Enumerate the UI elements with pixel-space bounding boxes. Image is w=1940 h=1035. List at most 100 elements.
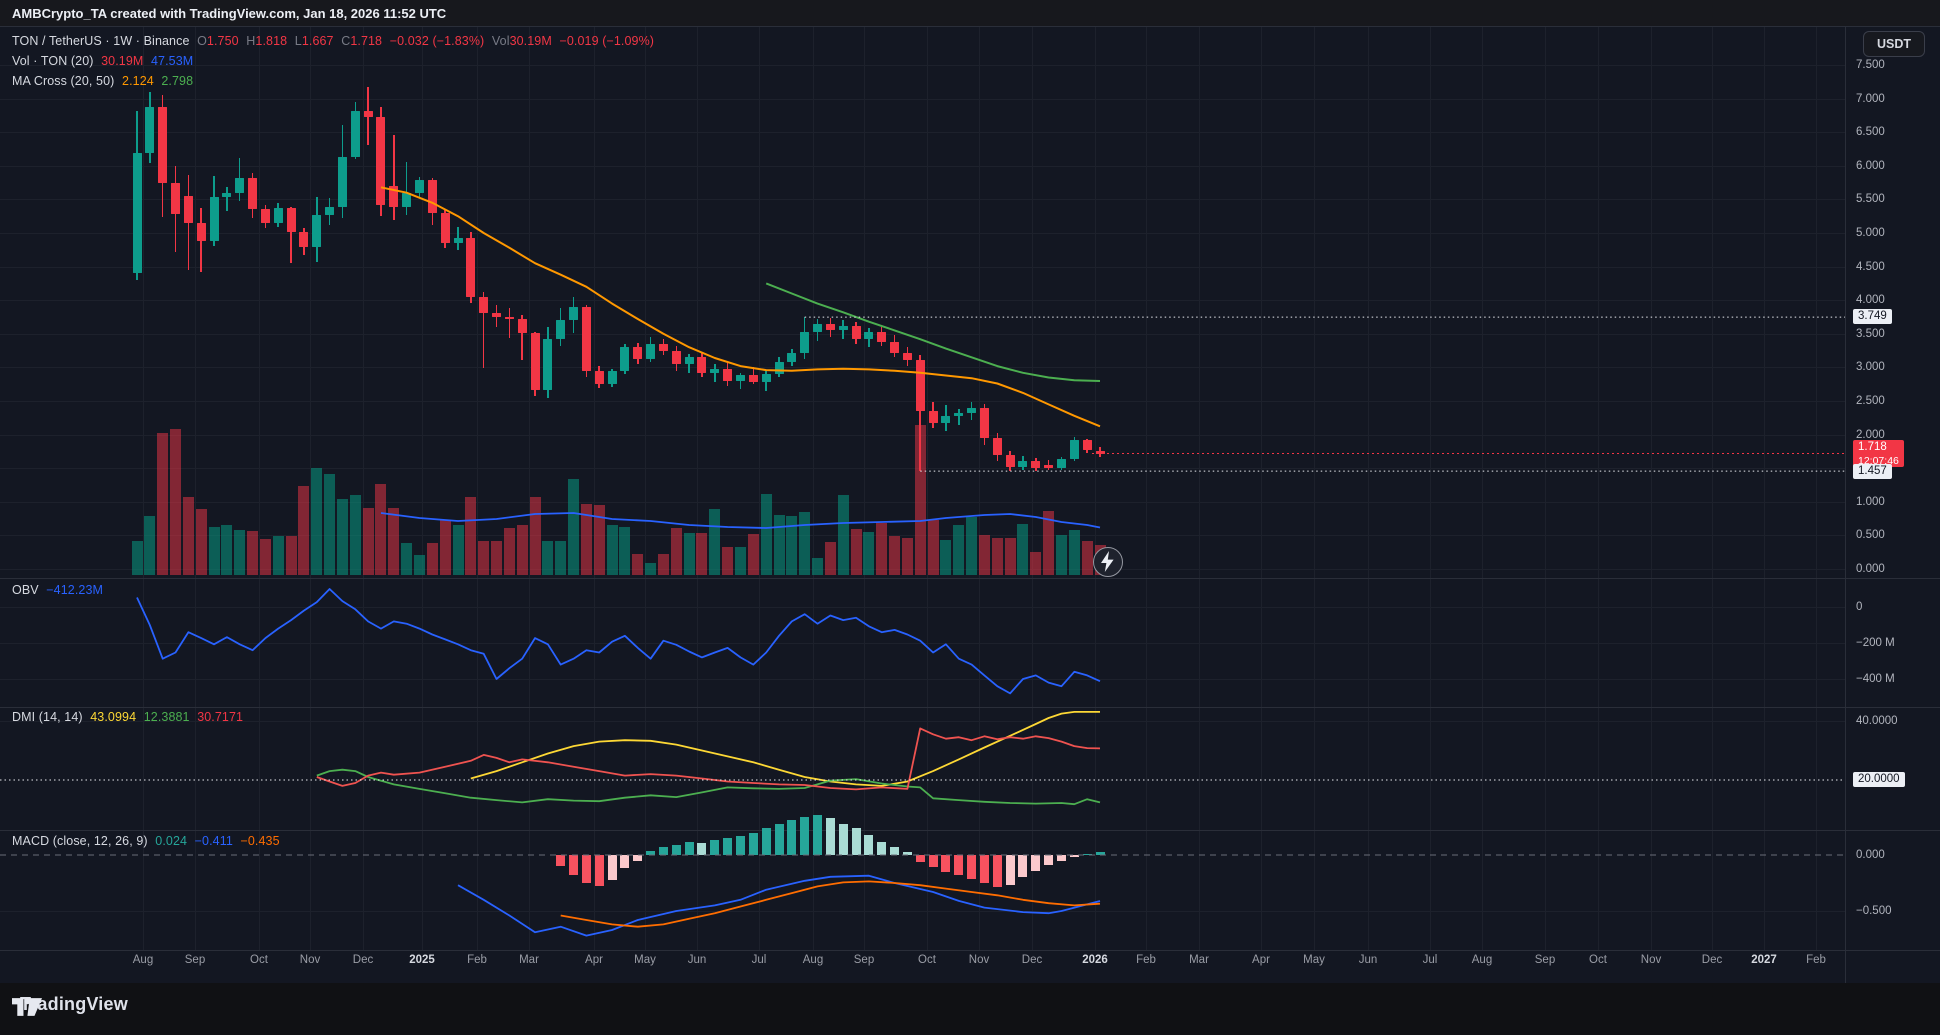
attribution-bar: AMBCrypto_TA created with TradingView.co… bbox=[0, 0, 1940, 27]
macd-histogram-bar bbox=[1031, 855, 1041, 871]
volume-bar bbox=[657, 554, 669, 575]
ma-cross-title[interactable]: MA Cross (20, 50) bbox=[12, 74, 115, 88]
volume-bar bbox=[170, 429, 182, 575]
volume-bar bbox=[452, 525, 464, 575]
currency-toggle-button[interactable]: USDT bbox=[1863, 31, 1925, 57]
candle-body bbox=[1069, 439, 1079, 460]
price-tick: 7.000 bbox=[1856, 92, 1885, 105]
price-axis[interactable]: USDT 7.500 7.000 6.500 6.000 5.500 5.000 4.500… bbox=[1845, 27, 1940, 983]
time-axis-month-label[interactable]: Jul bbox=[751, 954, 767, 966]
time-axis-year-label[interactable]: 2025 bbox=[409, 954, 435, 966]
volume-bar bbox=[491, 541, 503, 575]
obv-legend[interactable]: OBV −412.23M bbox=[12, 583, 107, 597]
time-axis-month-label[interactable]: Mar bbox=[519, 954, 539, 966]
time-axis-month-label[interactable]: Dec bbox=[352, 954, 374, 966]
time-axis-month-label[interactable]: Apr bbox=[585, 954, 603, 966]
chart-area[interactable]: TON / TetherUS · 1W · Binance O1.750 H1.… bbox=[0, 27, 1940, 983]
volume-bar bbox=[1068, 530, 1080, 575]
macd-histogram-bar bbox=[838, 823, 848, 855]
volume-bar bbox=[799, 512, 811, 575]
time-axis-month-label[interactable]: Jun bbox=[1358, 954, 1378, 966]
volume-bar bbox=[863, 532, 875, 575]
obv-title[interactable]: OBV bbox=[12, 583, 39, 597]
volume-bar bbox=[555, 541, 567, 575]
macd-histogram-bar bbox=[941, 855, 951, 872]
time-axis-month-label[interactable]: Aug bbox=[132, 954, 154, 966]
macd-histogram-bar bbox=[748, 832, 758, 855]
volume-bar bbox=[413, 555, 425, 575]
macd-tick: 0.000 bbox=[1856, 849, 1885, 861]
price-tick: 5.500 bbox=[1856, 193, 1885, 206]
time-axis-month-label[interactable]: Sep bbox=[184, 954, 206, 966]
time-axis-month-label[interactable]: Oct bbox=[1589, 954, 1607, 966]
symbol-title[interactable]: TON / TetherUS · 1W · Binance bbox=[12, 34, 190, 48]
time-axis-month-label[interactable]: Sep bbox=[853, 954, 875, 966]
volume-bar bbox=[978, 535, 990, 575]
time-axis-month-label[interactable]: Jun bbox=[687, 954, 707, 966]
volume-indicator-legend[interactable]: Vol · TON (20) 30.19M 47.53M bbox=[12, 54, 197, 68]
time-axis-month-label[interactable]: Aug bbox=[1471, 954, 1493, 966]
tradingview-logo[interactable]: TradingView bbox=[12, 994, 128, 1016]
time-axis-year-label[interactable]: 2027 bbox=[1751, 954, 1777, 966]
candle-body bbox=[1018, 461, 1028, 467]
time-axis-month-label[interactable]: Nov bbox=[299, 954, 321, 966]
volume-bar bbox=[465, 497, 477, 575]
volume-bar bbox=[478, 541, 490, 575]
volume-bar bbox=[503, 528, 515, 575]
time-axis-month-label[interactable]: May bbox=[1303, 954, 1325, 966]
time-axis-month-label[interactable]: May bbox=[634, 954, 656, 966]
time-axis-month-label[interactable]: Nov bbox=[968, 954, 990, 966]
ma-cross-legend[interactable]: MA Cross (20, 50) 2.124 2.798 bbox=[12, 74, 197, 88]
macd-histogram-bar bbox=[671, 844, 681, 855]
time-axis-month-label[interactable]: Nov bbox=[1640, 954, 1662, 966]
time-axis-year-label[interactable]: 2026 bbox=[1082, 954, 1108, 966]
candle-body bbox=[145, 106, 155, 154]
volume-bar bbox=[889, 536, 901, 575]
time-axis-month-label[interactable]: Jul bbox=[1422, 954, 1438, 966]
volume-bar bbox=[966, 517, 978, 575]
time-axis-month-label[interactable]: Oct bbox=[250, 954, 268, 966]
time-axis-month-label[interactable]: Dec bbox=[1021, 954, 1043, 966]
macd-histogram-bar bbox=[954, 855, 964, 876]
volume-bar bbox=[670, 528, 682, 575]
candle-body bbox=[235, 177, 245, 193]
macd-title[interactable]: MACD (close, 12, 26, 9) bbox=[12, 834, 148, 848]
adx-value: 43.0994 bbox=[90, 710, 137, 724]
volume-indicator-title[interactable]: Vol · TON (20) bbox=[12, 54, 94, 68]
dmi-legend[interactable]: DMI (14, 14) 43.0994 12.3881 30.7171 bbox=[12, 710, 247, 724]
tradingview-wordmark: TradingView bbox=[20, 994, 128, 1014]
attribution-text: AMBCrypto_TA created with TradingView.co… bbox=[12, 6, 447, 21]
quick-action-badge[interactable] bbox=[1093, 547, 1123, 577]
volume-bar bbox=[157, 433, 169, 575]
main-legend[interactable]: TON / TetherUS · 1W · Binance O1.750 H1.… bbox=[12, 34, 658, 48]
macd-histogram-bar bbox=[684, 841, 694, 855]
vol-value: 30.19M bbox=[509, 34, 552, 48]
plus-di-value: 12.3881 bbox=[143, 710, 190, 724]
time-axis-month-label[interactable]: Mar bbox=[1189, 954, 1209, 966]
time-axis-month-label[interactable]: Feb bbox=[1806, 954, 1826, 966]
volume-bar bbox=[606, 525, 618, 575]
time-axis-month-label[interactable]: Aug bbox=[802, 954, 824, 966]
volume-bar bbox=[786, 516, 798, 575]
obv-tick: 0 bbox=[1856, 601, 1863, 613]
low-label: L bbox=[294, 34, 302, 48]
candle-body bbox=[1031, 461, 1041, 469]
macd-histogram-bar bbox=[890, 847, 900, 855]
time-axis-month-label[interactable]: Dec bbox=[1701, 954, 1723, 966]
candle-body bbox=[337, 157, 347, 207]
time-axis-month-label[interactable]: Sep bbox=[1534, 954, 1556, 966]
macd-legend[interactable]: MACD (close, 12, 26, 9) 0.024 −0.411 −0.… bbox=[12, 834, 284, 848]
volume-bar bbox=[747, 534, 759, 575]
lightning-icon bbox=[1101, 551, 1114, 572]
volume-bar bbox=[1017, 524, 1029, 575]
volume-bar bbox=[632, 554, 644, 575]
time-axis-month-label[interactable]: Feb bbox=[1136, 954, 1156, 966]
time-axis-month-label[interactable]: Oct bbox=[918, 954, 936, 966]
candle-body bbox=[376, 116, 386, 205]
volume-bar bbox=[1043, 511, 1055, 575]
time-axis-month-label[interactable]: Feb bbox=[467, 954, 487, 966]
macd-histogram-bar bbox=[620, 855, 630, 869]
time-axis-month-label[interactable]: Apr bbox=[1252, 954, 1270, 966]
dmi-title[interactable]: DMI (14, 14) bbox=[12, 710, 83, 724]
